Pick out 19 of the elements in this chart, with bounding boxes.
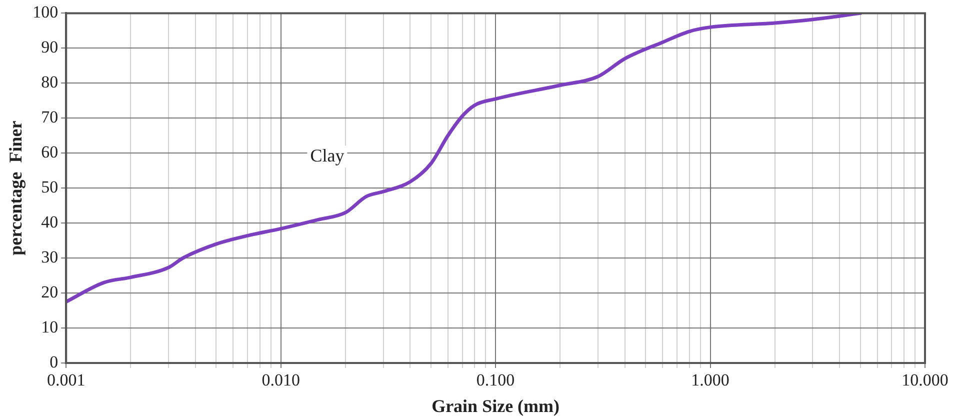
x-tick-label: 10.000: [902, 370, 948, 390]
y-tick-label: 70: [41, 108, 58, 127]
x-tick-label: 0.100: [476, 370, 515, 390]
y-tick-label: 40: [41, 212, 58, 232]
y-tick-label: 20: [41, 282, 58, 302]
y-tick-label: 0: [50, 352, 58, 372]
annotation: Clay: [310, 145, 344, 166]
y-tick-label: 50: [41, 178, 58, 197]
x-axis-title: Grain Size (mm): [432, 396, 560, 416]
y-tick-label: 60: [41, 142, 58, 162]
x-tick-label: 0.001: [46, 370, 86, 390]
y-tick-label: 30: [41, 248, 58, 267]
x-tick-label: 1.000: [691, 370, 730, 390]
y-tick-label: 10: [41, 317, 58, 336]
y-tick-label: 100: [32, 2, 58, 22]
x-tick-label: 0.010: [262, 370, 300, 390]
y-tick-label: 90: [41, 38, 58, 57]
y-tick-label: 80: [41, 72, 58, 92]
y-axis-title: percentage Finer: [5, 120, 26, 256]
